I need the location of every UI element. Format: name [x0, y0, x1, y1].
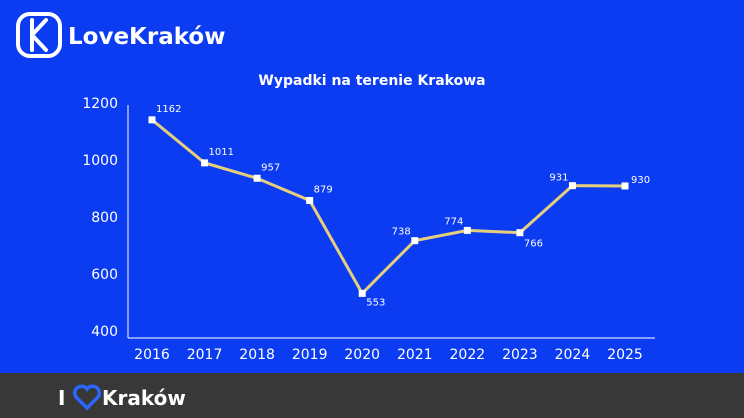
data-point — [463, 226, 471, 234]
y-tick-label: 800 — [91, 210, 118, 226]
logo-text: LoveKraków — [68, 24, 225, 50]
data-label: 1011 — [209, 147, 234, 158]
x-tick-label: 2021 — [397, 347, 433, 363]
x-tick-label: 2017 — [187, 347, 223, 363]
data-label: 774 — [444, 216, 463, 227]
footer-heart — [72, 384, 102, 411]
x-tick-label: 2019 — [292, 347, 328, 363]
data-point — [568, 182, 576, 190]
logo-icon — [16, 12, 62, 58]
data-point — [358, 289, 366, 297]
y-tick-label: 600 — [91, 267, 118, 283]
data-point — [201, 159, 209, 167]
data-label: 879 — [314, 184, 333, 195]
chart-title: Wypadki na terenie Krakowa — [258, 73, 485, 89]
x-tick-label: 2018 — [239, 347, 275, 363]
data-point — [306, 196, 314, 204]
footer-brand: Kraków — [102, 386, 186, 410]
footer-prefix: I — [58, 386, 65, 410]
y-tick-label: 1200 — [82, 96, 118, 112]
data-label: 930 — [631, 175, 650, 186]
y-tick-label: 400 — [91, 324, 118, 340]
data-label: 957 — [261, 162, 280, 173]
data-point — [148, 116, 156, 124]
data-label: 553 — [366, 297, 385, 308]
footer-bar — [0, 373, 744, 418]
x-tick-label: 2022 — [450, 347, 486, 363]
x-tick-label: 2020 — [344, 347, 380, 363]
logo-icon-k — [30, 18, 48, 52]
data-label: 931 — [549, 173, 568, 184]
data-point — [253, 174, 261, 182]
data-label: 738 — [392, 227, 411, 238]
data-point — [621, 182, 629, 190]
data-point — [411, 237, 419, 245]
y-tick-label: 1000 — [82, 153, 118, 169]
logo[interactable]: LoveKraków — [16, 12, 225, 58]
x-tick-label: 2025 — [607, 347, 643, 363]
data-label: 766 — [524, 239, 543, 250]
x-tick-label: 2016 — [134, 347, 170, 363]
data-line — [151, 118, 626, 296]
x-tick-label: 2024 — [555, 347, 591, 363]
data-label: 1162 — [156, 104, 181, 115]
data-point — [516, 229, 524, 237]
x-tick-label: 2023 — [502, 347, 538, 363]
